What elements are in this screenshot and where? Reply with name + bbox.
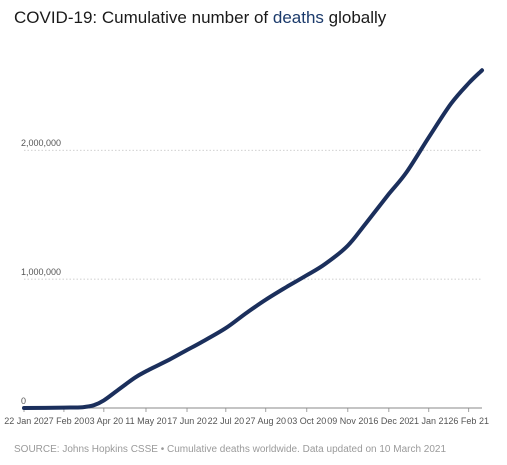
x-tick-label: 16 Dec 20 [368,416,409,426]
y-tick-label: 1,000,000 [21,267,61,277]
title-suffix: globally [323,8,387,27]
x-tick-label: 26 Feb 21 [448,416,489,426]
x-tick-label: 27 Aug 20 [245,416,286,426]
series-line-0 [22,68,484,410]
source-note: SOURCE: Johns Hopkins CSSE • Cumulative … [14,444,447,455]
chart-title: COVID-19: Cumulative number of deaths gl… [14,8,386,28]
x-tick-label: 22 Jan 20 [4,416,44,426]
x-tick-label: 21 Jan 21 [409,416,449,426]
x-tick-label: 27 Feb 20 [44,416,85,426]
x-tick-label: 11 May 20 [125,416,166,426]
y-tick-label: 0 [21,396,26,406]
x-tick-label: 09 Nov 20 [327,416,368,426]
title-prefix: COVID-19: Cumulative number of [14,8,273,27]
title-highlight: deaths [272,8,324,27]
gridlines [24,149,482,409]
x-tick-label: 03 Oct 20 [287,416,326,426]
x-axis: 22 Jan 20 27 Feb 20 03 Apr 20 11 May 20 17 J… [4,408,489,426]
y-axis: 0 1,000,000 2,000,000 [21,138,61,406]
series-layer [22,68,484,410]
y-tick-label: 2,000,000 [21,138,61,148]
x-tick-label: 03 Apr 20 [85,416,124,426]
x-tick-label: 22 Jul 20 [208,416,245,426]
x-tick-label: 17 Jun 20 [167,416,207,426]
